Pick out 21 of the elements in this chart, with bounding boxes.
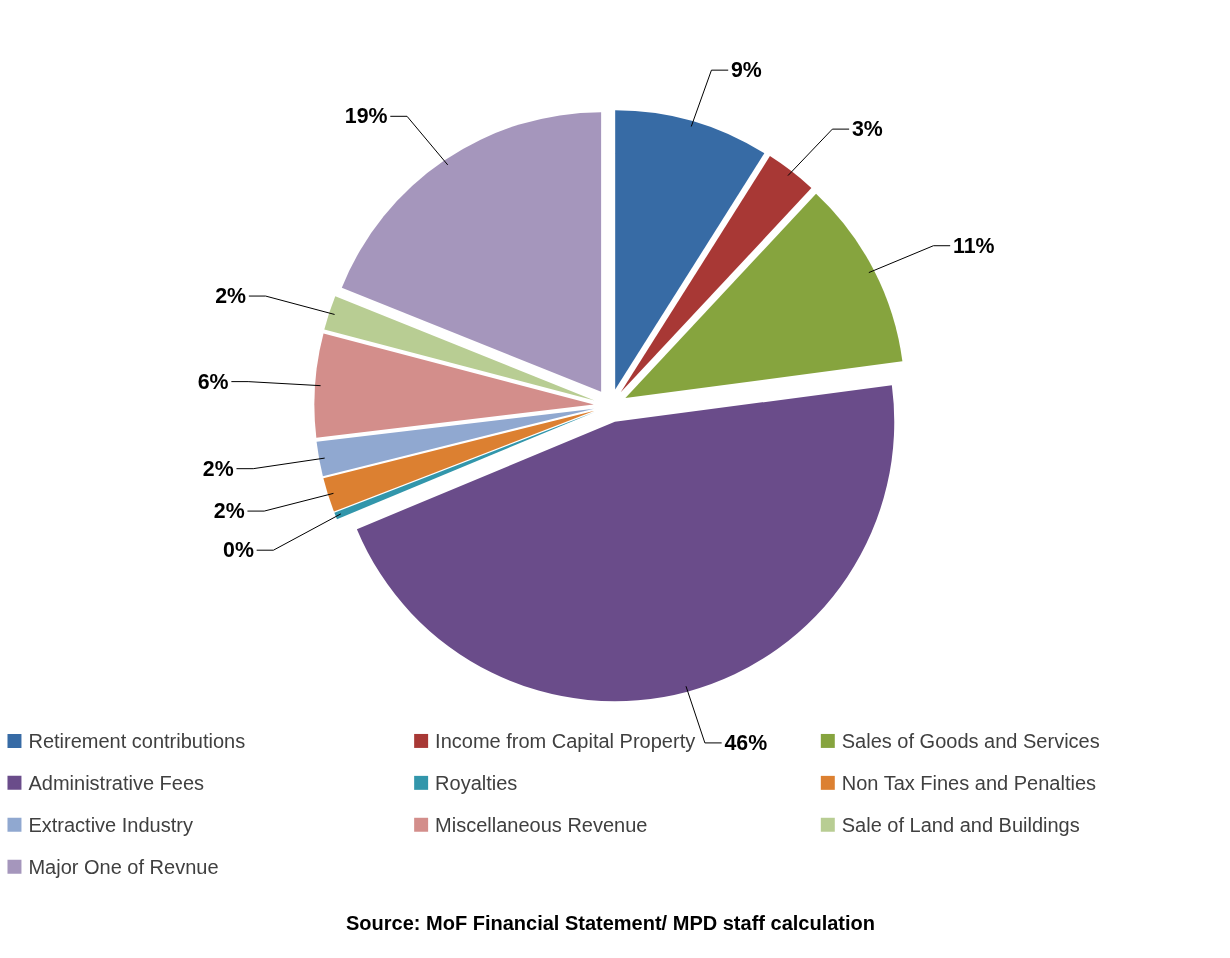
legend-label: Retirement contributions xyxy=(28,729,246,752)
data-label: 19% xyxy=(344,104,388,129)
legend-label: Royalties xyxy=(435,771,518,794)
data-label: 2% xyxy=(202,456,234,481)
legend-label: Administrative Fees xyxy=(28,771,205,794)
legend-label: Major One of Revnue xyxy=(28,855,219,878)
data-label: 6% xyxy=(197,369,229,394)
legend-label: Income from Capital Property xyxy=(435,729,696,752)
legend-label: Non Tax Fines and Penalties xyxy=(841,771,1097,794)
data-label: 2% xyxy=(215,284,247,309)
legend-label: Sales of Goods and Services xyxy=(841,729,1100,752)
legend-label: Sale of Land and Buildings xyxy=(841,813,1080,836)
data-label: 2% xyxy=(213,499,245,524)
data-label: 11% xyxy=(952,233,995,258)
legend-label: Extractive Industry xyxy=(28,813,193,836)
data-label: 3% xyxy=(851,117,883,142)
data-label: 9% xyxy=(731,58,762,83)
data-label: 46% xyxy=(724,730,768,755)
source-note: Source: MoF Financial Statement/ MPD staff calculation xyxy=(346,911,875,934)
legend-label: Miscellaneous Revenue xyxy=(435,813,648,836)
data-label: 0% xyxy=(223,538,254,563)
